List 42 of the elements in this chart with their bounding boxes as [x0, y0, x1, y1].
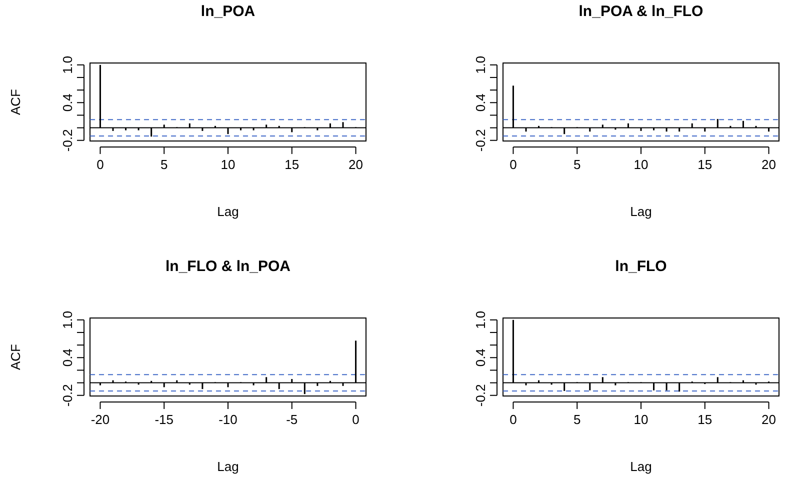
- x-tick-label: 0: [510, 157, 517, 172]
- y-tick-label: 0.4: [473, 94, 488, 112]
- y-tick-label: -0.2: [60, 384, 75, 407]
- x-tick-label: 20: [348, 157, 364, 172]
- y-tick-label: 1.0: [473, 310, 488, 329]
- x-tick-label: 15: [284, 157, 300, 172]
- x-tick-label: -20: [90, 412, 110, 427]
- y-tick-label: 0.4: [60, 348, 75, 367]
- x-tick-label: -5: [286, 412, 298, 427]
- x-tick-label: 15: [698, 412, 712, 427]
- chart-title: ln_POA & ln_FLO: [578, 3, 704, 20]
- y-tick-label: 0.4: [60, 94, 75, 112]
- chart-title: ln_FLO: [615, 258, 668, 275]
- x-tick-label: 5: [160, 157, 168, 172]
- x-axis-title: Lag: [630, 204, 652, 219]
- x-tick-label: 20: [762, 412, 776, 427]
- y-tick-label: -0.2: [473, 129, 488, 152]
- y-tick-label: 1.0: [60, 310, 75, 329]
- y-tick-label: -0.2: [60, 129, 75, 152]
- chart-title: ln_FLO & ln_POA: [165, 258, 291, 275]
- x-axis-title: Lag: [217, 459, 239, 474]
- x-tick-label: 5: [573, 157, 581, 172]
- x-tick-label: 20: [762, 157, 776, 172]
- chart-title: ln_POA: [200, 3, 256, 20]
- x-tick-label: 0: [510, 412, 517, 427]
- x-axis-title: Lag: [217, 204, 239, 219]
- x-tick-label: 10: [634, 157, 648, 172]
- x-tick-label: 5: [573, 412, 581, 427]
- y-tick-label: 0.4: [473, 348, 488, 367]
- x-tick-label: 0: [352, 412, 360, 427]
- x-tick-label: 0: [96, 157, 104, 172]
- x-tick-label: 10: [634, 412, 648, 427]
- x-axis-title: Lag: [630, 459, 652, 474]
- y-axis-title: ACF: [8, 88, 23, 115]
- y-tick-label: -0.2: [473, 384, 488, 407]
- x-tick-label: -15: [154, 412, 174, 427]
- x-tick-label: 15: [698, 157, 712, 172]
- y-axis-title: ACF: [8, 344, 23, 370]
- y-tick-label: 1.0: [60, 56, 75, 74]
- x-tick-label: -10: [218, 412, 238, 427]
- y-tick-label: 1.0: [473, 56, 488, 74]
- x-tick-label: 10: [220, 157, 236, 172]
